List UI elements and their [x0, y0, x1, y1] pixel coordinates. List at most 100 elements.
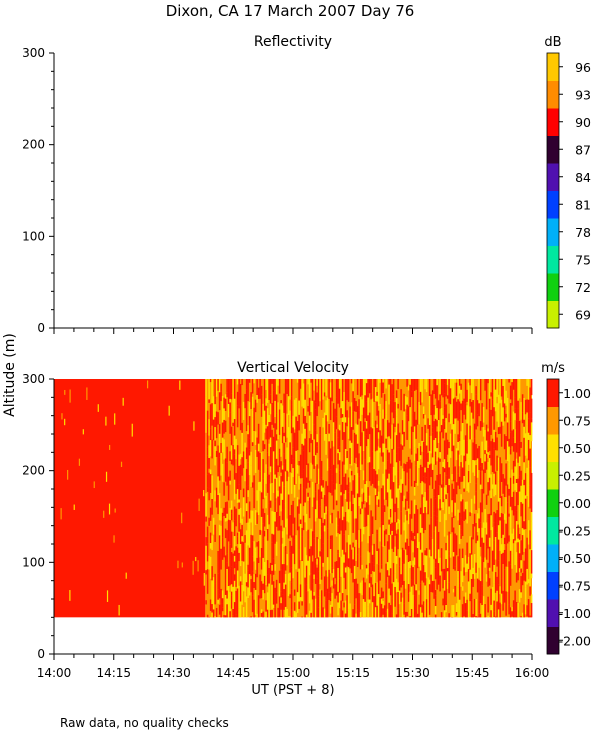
- velocity-streak: [328, 379, 330, 399]
- velocity-streak: [352, 542, 354, 548]
- velocity-streak: [281, 509, 284, 521]
- velocity-streak: [331, 379, 333, 384]
- velocity-streak: [391, 473, 393, 481]
- velocity-streak: [295, 450, 297, 470]
- velocity-streak: [266, 592, 269, 610]
- velocity-streak: [331, 474, 333, 481]
- velocity-streak: [379, 412, 381, 431]
- velocity-streak: [275, 394, 278, 414]
- colorbar-tick-label: 0.25: [563, 468, 591, 483]
- velocity-streak: [509, 421, 512, 433]
- velocity-streak: [230, 393, 233, 400]
- velocity-streak: [500, 421, 503, 447]
- velocity-streak: [529, 530, 531, 544]
- velocity-streak: [400, 592, 402, 602]
- velocity-streak: [316, 379, 318, 386]
- velocity-streak: [404, 569, 407, 589]
- reflectivity-plot-area: [54, 53, 532, 328]
- velocity-streak: [518, 420, 521, 442]
- velocity-streak: [232, 586, 234, 609]
- velocity-streak: [457, 379, 459, 400]
- velocity-streak: [397, 423, 399, 441]
- velocity-streak: [400, 492, 402, 512]
- velocity-streak: [281, 499, 284, 510]
- velocity-streak: [322, 562, 324, 567]
- velocity-streak: [212, 403, 215, 420]
- colorbar-tick-label: 84: [575, 170, 591, 185]
- velocity-streak: [422, 565, 425, 572]
- velocity-streak: [508, 580, 510, 605]
- velocity-streak: [488, 458, 491, 478]
- velocity-streak: [310, 573, 312, 591]
- velocity-streak: [413, 450, 416, 461]
- velocity-streak: [313, 533, 315, 539]
- velocity-streak: [334, 561, 336, 579]
- velocity-streak: [254, 449, 257, 473]
- velocity-streak: [373, 556, 375, 566]
- velocity-streak: [337, 453, 339, 465]
- velocity-streak: [446, 559, 449, 569]
- velocity-streak: [466, 501, 468, 524]
- velocity-streak: [245, 530, 248, 548]
- velocity-streak: [461, 586, 464, 591]
- velocity-streak: [434, 590, 437, 596]
- velocity-streak: [376, 582, 378, 606]
- velocity-streak: [445, 432, 447, 458]
- velocity-streak: [236, 489, 239, 503]
- velocity-streak: [335, 416, 338, 430]
- velocity-streak: [241, 536, 243, 542]
- velocity-streak: [283, 446, 285, 454]
- x-tick-label: 14:00: [37, 666, 72, 680]
- velocity-streak: [242, 488, 245, 498]
- velocity-streak: [319, 506, 321, 519]
- velocity-streak: [391, 498, 393, 523]
- colorbar-tick-label: 87: [575, 142, 591, 157]
- velocity-streak: [421, 379, 423, 403]
- velocity-streak: [518, 568, 521, 572]
- velocity-streak: [371, 398, 374, 419]
- velocity-streak: [448, 582, 450, 594]
- velocity-streak: [296, 506, 299, 531]
- velocity-streak: [448, 441, 450, 449]
- velocity-streak: [364, 459, 366, 485]
- velocity-streak: [293, 539, 296, 565]
- velocity-streak: [313, 379, 315, 391]
- velocity-streak: [317, 557, 320, 572]
- velocity-heatmap: [54, 379, 533, 618]
- velocity-streak: [389, 467, 392, 490]
- velocity-streak: [503, 403, 506, 410]
- velocity-streak: [268, 379, 270, 401]
- velocity-streak: [299, 454, 302, 479]
- velocity-streak: [229, 559, 231, 569]
- velocity-streak: [298, 596, 300, 602]
- velocity-streak: [508, 446, 510, 463]
- colorbar-unit-label: m/s: [541, 361, 565, 376]
- colorbar-swatch: [547, 571, 559, 600]
- velocity-streak: [352, 510, 354, 533]
- velocity-streak: [514, 408, 516, 414]
- velocity-streak: [488, 408, 491, 429]
- velocity-streak: [512, 600, 515, 615]
- velocity-streak: [304, 601, 306, 618]
- velocity-streak: [220, 548, 222, 570]
- velocity-streak: [206, 614, 209, 618]
- velocity-streak: [289, 379, 291, 400]
- velocity-streak: [343, 423, 345, 433]
- velocity-streak: [434, 562, 437, 568]
- velocity-streak: [475, 386, 477, 395]
- velocity-streak: [481, 579, 483, 586]
- velocity-streak: [428, 606, 431, 615]
- velocity-streak: [409, 430, 411, 449]
- velocity-streak: [478, 379, 480, 404]
- velocity-streak: [283, 582, 285, 590]
- velocity-streak: [248, 416, 251, 439]
- velocity-streak: [331, 593, 333, 607]
- velocity-streak: [206, 543, 209, 562]
- velocity-streak: [398, 432, 401, 448]
- velocity-streak: [251, 510, 254, 536]
- velocity-streak: [487, 514, 489, 519]
- velocity-streak: [206, 447, 209, 456]
- velocity-streak: [338, 534, 341, 553]
- velocity-streak: [217, 495, 219, 515]
- velocity-streak: [355, 613, 357, 618]
